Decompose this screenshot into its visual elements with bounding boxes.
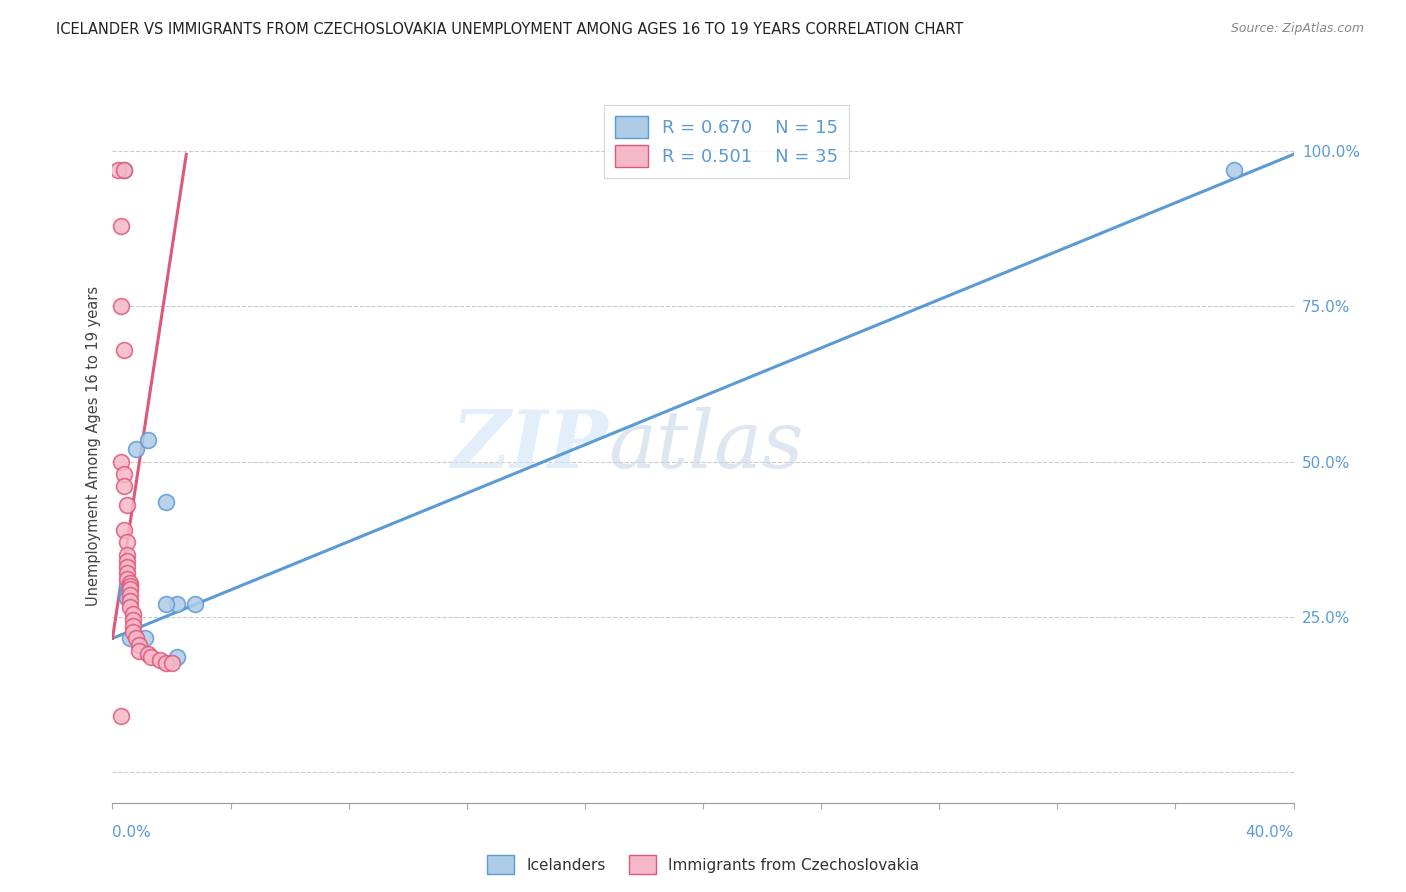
Point (107, 162, 129, 177)
Point (139, 650, 162, 665)
Point (122, 619, 145, 633)
Point (155, 495, 177, 509)
Text: 40.0%: 40.0% (1246, 825, 1294, 840)
Point (110, 709, 132, 723)
Point (117, 498, 138, 512)
Point (120, 575, 142, 590)
Point (110, 299, 132, 313)
Point (112, 467, 135, 481)
Point (122, 607, 145, 621)
Point (125, 632, 148, 646)
Point (112, 479, 135, 493)
Point (1223, 162, 1246, 177)
Point (122, 613, 145, 627)
Point (117, 566, 138, 581)
Point (149, 653, 172, 667)
Legend: R = 0.670    N = 15, R = 0.501    N = 35: R = 0.670 N = 15, R = 0.501 N = 35 (605, 105, 849, 178)
Y-axis label: Unemployment Among Ages 16 to 19 years: Unemployment Among Ages 16 to 19 years (86, 286, 101, 606)
Point (166, 650, 188, 665)
Legend: Icelanders, Immigrants from Czechoslovakia: Icelanders, Immigrants from Czechoslovak… (481, 849, 925, 880)
Text: Source: ZipAtlas.com: Source: ZipAtlas.com (1230, 22, 1364, 36)
Point (117, 554, 138, 568)
Point (110, 454, 132, 468)
Point (166, 597, 188, 611)
Point (120, 594, 142, 608)
Point (155, 656, 177, 670)
Point (134, 632, 156, 646)
Point (128, 638, 150, 652)
Point (136, 433, 159, 447)
Point (136, 647, 159, 661)
Point (120, 579, 142, 593)
Point (117, 548, 138, 562)
Point (117, 579, 138, 593)
Text: ZIP: ZIP (451, 408, 609, 484)
Text: 0.0%: 0.0% (112, 825, 152, 840)
Point (112, 162, 135, 177)
Point (160, 656, 183, 670)
Text: ICELANDER VS IMMIGRANTS FROM CZECHOSLOVAKIA UNEMPLOYMENT AMONG AGES 16 TO 19 YEA: ICELANDER VS IMMIGRANTS FROM CZECHOSLOVA… (56, 22, 963, 37)
Point (125, 442, 148, 456)
Point (117, 584, 138, 599)
Point (112, 343, 135, 357)
Point (117, 591, 138, 605)
Point (120, 582, 142, 596)
Point (110, 219, 132, 233)
Point (117, 573, 138, 587)
Point (120, 632, 142, 646)
Point (155, 597, 177, 611)
Point (112, 162, 135, 177)
Point (117, 535, 138, 549)
Point (117, 560, 138, 574)
Point (120, 588, 142, 602)
Point (120, 600, 142, 615)
Point (117, 588, 138, 602)
Point (112, 523, 135, 537)
Point (122, 625, 145, 640)
Text: atlas: atlas (609, 408, 804, 484)
Point (128, 644, 150, 658)
Point (184, 597, 207, 611)
